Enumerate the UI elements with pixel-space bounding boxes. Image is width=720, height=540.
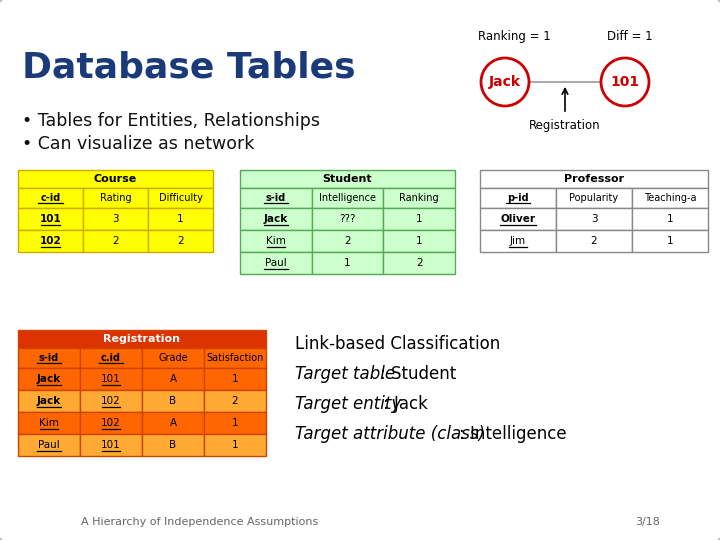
Text: 102: 102: [101, 418, 121, 428]
Text: 102: 102: [40, 236, 61, 246]
Text: A: A: [169, 374, 176, 384]
Circle shape: [601, 58, 649, 106]
Text: Paul: Paul: [265, 258, 287, 268]
Text: Target table: Target table: [295, 365, 395, 383]
FancyBboxPatch shape: [142, 412, 204, 434]
Text: Difficulty: Difficulty: [158, 193, 202, 203]
FancyBboxPatch shape: [480, 188, 556, 208]
Text: Rating: Rating: [99, 193, 131, 203]
FancyBboxPatch shape: [240, 208, 312, 230]
FancyBboxPatch shape: [18, 230, 83, 252]
FancyBboxPatch shape: [83, 208, 148, 230]
FancyBboxPatch shape: [632, 208, 708, 230]
FancyBboxPatch shape: [142, 368, 204, 390]
Text: 101: 101: [101, 374, 121, 384]
Text: Database Tables: Database Tables: [22, 50, 356, 84]
Text: 101: 101: [40, 214, 61, 224]
FancyBboxPatch shape: [240, 230, 312, 252]
Text: : Intelligence: : Intelligence: [459, 425, 567, 443]
FancyBboxPatch shape: [312, 230, 383, 252]
FancyBboxPatch shape: [142, 390, 204, 412]
FancyBboxPatch shape: [383, 252, 455, 274]
FancyBboxPatch shape: [18, 188, 83, 208]
FancyBboxPatch shape: [18, 368, 80, 390]
FancyBboxPatch shape: [18, 208, 83, 230]
FancyBboxPatch shape: [383, 208, 455, 230]
FancyBboxPatch shape: [556, 188, 632, 208]
Text: Registration: Registration: [529, 119, 600, 132]
Text: Oliver: Oliver: [500, 214, 536, 224]
Text: Course: Course: [94, 174, 137, 184]
FancyBboxPatch shape: [148, 230, 213, 252]
Text: 2: 2: [416, 258, 423, 268]
Text: s-id: s-id: [39, 353, 59, 363]
Text: Target entity: Target entity: [295, 395, 401, 413]
Text: Teaching-a: Teaching-a: [644, 193, 696, 203]
Text: 1: 1: [232, 374, 238, 384]
Text: 102: 102: [101, 396, 121, 406]
FancyBboxPatch shape: [312, 252, 383, 274]
Text: Link-based Classification: Link-based Classification: [295, 335, 500, 353]
FancyBboxPatch shape: [556, 208, 632, 230]
Text: 1: 1: [232, 440, 238, 450]
FancyBboxPatch shape: [142, 348, 204, 368]
FancyBboxPatch shape: [240, 188, 312, 208]
Text: 1: 1: [177, 214, 184, 224]
FancyBboxPatch shape: [204, 390, 266, 412]
FancyBboxPatch shape: [18, 330, 266, 348]
Text: 3/18: 3/18: [635, 517, 660, 527]
Text: • Can visualize as network: • Can visualize as network: [22, 135, 254, 153]
FancyBboxPatch shape: [383, 188, 455, 208]
Text: Popularity: Popularity: [570, 193, 618, 203]
FancyBboxPatch shape: [142, 434, 204, 456]
Text: 1: 1: [232, 418, 238, 428]
Circle shape: [481, 58, 529, 106]
Text: c-id: c-id: [40, 193, 60, 203]
Text: Jack: Jack: [37, 374, 61, 384]
Text: B: B: [169, 396, 176, 406]
FancyBboxPatch shape: [83, 230, 148, 252]
FancyBboxPatch shape: [148, 208, 213, 230]
FancyBboxPatch shape: [204, 348, 266, 368]
FancyBboxPatch shape: [632, 188, 708, 208]
Text: Jack: Jack: [489, 75, 521, 89]
Text: 2: 2: [590, 236, 598, 246]
FancyBboxPatch shape: [632, 230, 708, 252]
FancyBboxPatch shape: [80, 368, 142, 390]
Text: Intelligence: Intelligence: [319, 193, 376, 203]
FancyBboxPatch shape: [480, 208, 556, 230]
Text: Ranking = 1: Ranking = 1: [478, 30, 551, 43]
Text: p-id: p-id: [507, 193, 528, 203]
Text: Student: Student: [323, 174, 372, 184]
FancyBboxPatch shape: [18, 412, 80, 434]
FancyBboxPatch shape: [204, 368, 266, 390]
Text: s-id: s-id: [266, 193, 286, 203]
Text: Jack: Jack: [37, 396, 61, 406]
FancyBboxPatch shape: [480, 230, 556, 252]
FancyBboxPatch shape: [80, 348, 142, 368]
Text: Jack: Jack: [264, 214, 288, 224]
FancyBboxPatch shape: [480, 170, 708, 188]
FancyBboxPatch shape: [80, 412, 142, 434]
Text: A Hierarchy of Independence Assumptions: A Hierarchy of Independence Assumptions: [81, 517, 319, 527]
Text: 2: 2: [177, 236, 184, 246]
Text: 1: 1: [667, 214, 673, 224]
FancyBboxPatch shape: [204, 412, 266, 434]
Text: A: A: [169, 418, 176, 428]
Text: • Tables for Entities, Relationships: • Tables for Entities, Relationships: [22, 112, 320, 130]
FancyBboxPatch shape: [148, 188, 213, 208]
FancyBboxPatch shape: [83, 188, 148, 208]
Text: 1: 1: [416, 236, 423, 246]
Text: 1: 1: [667, 236, 673, 246]
Text: Kim: Kim: [266, 236, 286, 246]
Text: Grade: Grade: [158, 353, 188, 363]
Text: Registration: Registration: [104, 334, 181, 344]
Text: 3: 3: [112, 214, 119, 224]
Text: c.id: c.id: [101, 353, 121, 363]
Text: Target attribute (class): Target attribute (class): [295, 425, 485, 443]
Text: 3: 3: [590, 214, 598, 224]
Text: 1: 1: [344, 258, 351, 268]
Text: 2: 2: [344, 236, 351, 246]
FancyBboxPatch shape: [312, 188, 383, 208]
